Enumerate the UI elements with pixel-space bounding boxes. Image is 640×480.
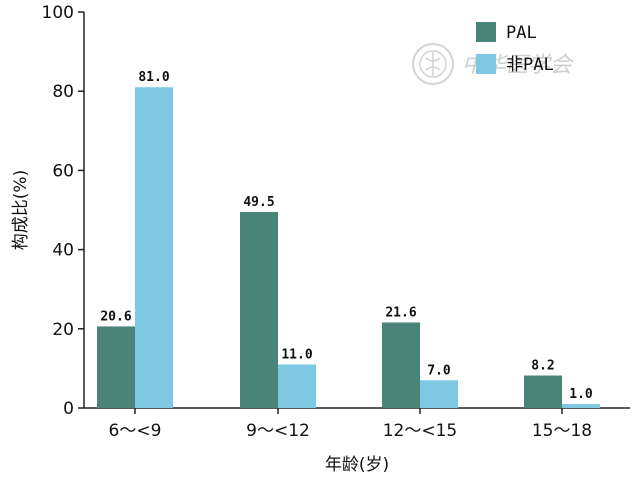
data-label: 11.0 bbox=[281, 347, 312, 362]
bar-pal bbox=[382, 322, 420, 408]
bars bbox=[97, 87, 600, 409]
y-tick-label: 40 bbox=[52, 241, 74, 261]
x-ticks: 6～<9 9～<12 12～<15 15～18 bbox=[109, 408, 592, 441]
data-label: 8.2 bbox=[531, 359, 554, 374]
data-label: 20.6 bbox=[100, 309, 131, 324]
x-tick-label: 15～18 bbox=[532, 421, 592, 441]
watermark-seal-icon bbox=[412, 43, 454, 85]
bar-pal bbox=[240, 211, 278, 408]
y-tick-label: 20 bbox=[52, 320, 74, 340]
data-label: 1.0 bbox=[569, 387, 593, 402]
y-axis: 0 20 40 60 80 100 bbox=[42, 3, 85, 419]
x-axis: 6～<9 9～<12 12～<15 15～18 bbox=[84, 407, 630, 441]
x-tick-label: 12～<15 bbox=[383, 421, 458, 441]
legend-label: PAL bbox=[506, 23, 537, 43]
x-tick-label: 6～<9 bbox=[109, 421, 162, 441]
y-tick-label: 100 bbox=[42, 3, 74, 23]
bar-pal bbox=[97, 326, 135, 408]
y-tick-label: 0 bbox=[63, 399, 74, 419]
legend-swatch bbox=[476, 22, 496, 42]
y-axis-title: 构成比(%) bbox=[11, 170, 31, 250]
y-tick-label: 60 bbox=[52, 161, 74, 181]
bar-non-pal bbox=[278, 364, 316, 408]
data-label: 21.6 bbox=[385, 305, 416, 320]
bar-pal bbox=[524, 375, 562, 408]
data-label: 7.0 bbox=[427, 363, 451, 378]
bar-non-pal bbox=[135, 87, 173, 409]
data-label: 49.5 bbox=[243, 195, 274, 210]
bar-non-pal bbox=[420, 380, 458, 408]
bar-non-pal bbox=[562, 404, 600, 408]
x-tick-label: 9～<12 bbox=[246, 421, 310, 441]
legend: PAL 非PAL bbox=[476, 22, 554, 75]
y-tick-label: 80 bbox=[52, 82, 74, 102]
legend-swatch bbox=[476, 54, 496, 74]
y-ticks: 0 20 40 60 80 100 bbox=[42, 3, 84, 419]
x-axis-title: 年龄(岁) bbox=[325, 455, 389, 475]
data-label: 81.0 bbox=[138, 70, 169, 85]
value-labels: 20.6 81.0 49.5 11.0 21.6 7.0 8.2 1.0 bbox=[100, 70, 593, 402]
legend-label: 非PAL bbox=[506, 55, 554, 75]
